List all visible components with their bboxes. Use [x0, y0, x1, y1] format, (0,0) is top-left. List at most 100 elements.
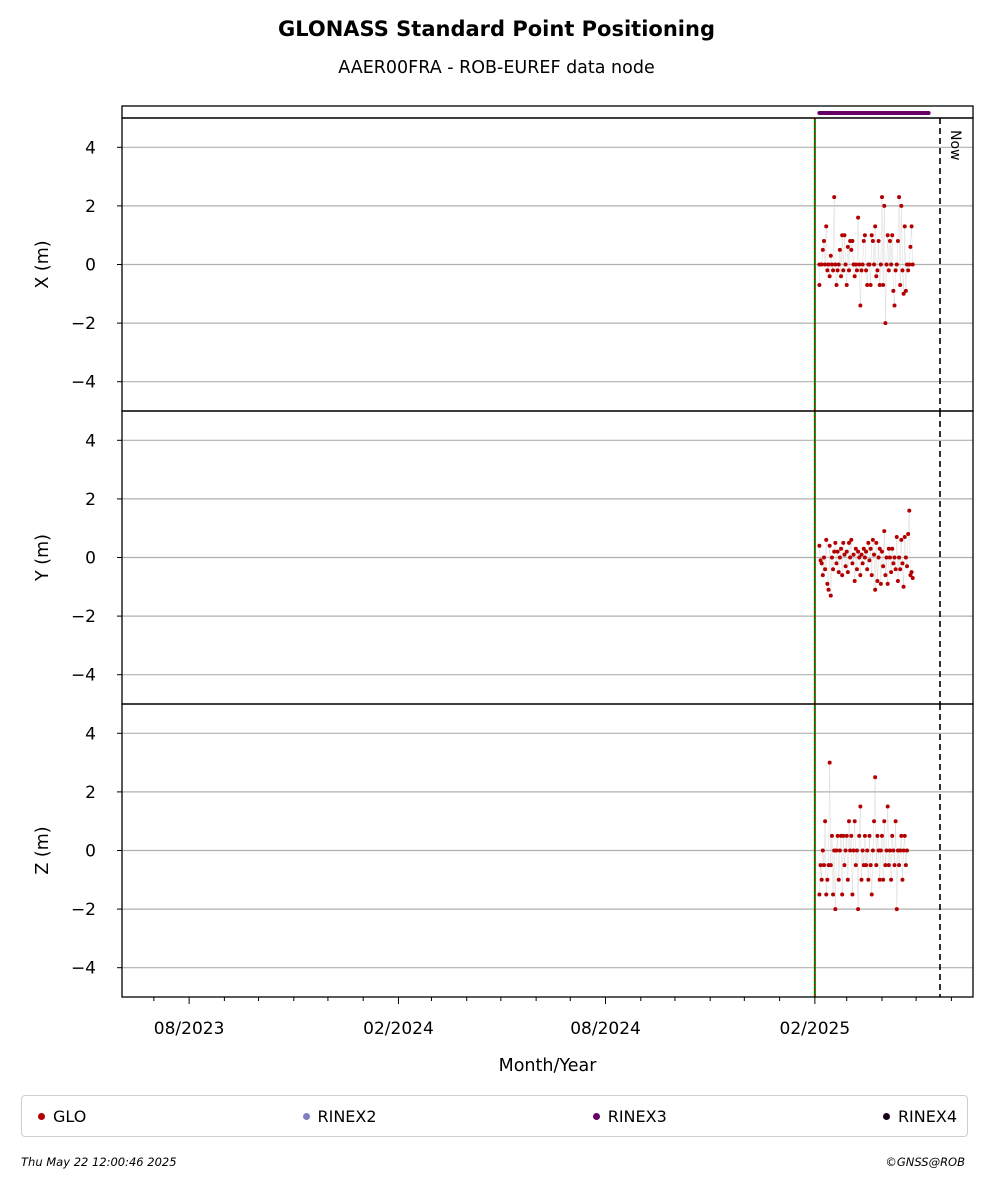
data-point-glo — [883, 321, 888, 326]
data-point-glo — [835, 268, 840, 273]
data-point-glo — [829, 262, 834, 267]
data-point-glo — [834, 283, 839, 288]
data-point-glo — [887, 848, 892, 853]
data-point-glo — [860, 848, 865, 853]
data-point-glo — [829, 555, 834, 560]
data-point-glo — [845, 570, 850, 575]
data-point-glo — [844, 283, 849, 288]
data-point-glo — [902, 534, 907, 539]
data-point-glo — [875, 268, 880, 273]
data-point-glo — [893, 567, 898, 572]
legend-label-glo: GLO — [53, 1106, 87, 1126]
data-point-glo — [873, 775, 878, 780]
data-point-glo — [910, 576, 915, 581]
data-point-glo — [839, 274, 844, 279]
data-point-glo — [831, 892, 836, 897]
data-point-glo — [883, 863, 888, 868]
data-point-glo — [853, 863, 858, 868]
data-point-glo — [833, 262, 838, 267]
data-point-glo — [827, 274, 832, 279]
data-point-glo — [859, 877, 864, 882]
data-point-glo — [837, 555, 842, 560]
data-point-glo — [817, 892, 822, 897]
data-point-glo — [837, 247, 842, 252]
data-point-glo — [864, 268, 869, 273]
data-point-glo — [868, 546, 873, 551]
data-point-glo — [885, 581, 890, 586]
data-point-glo — [892, 555, 897, 560]
data-point-glo — [831, 268, 836, 273]
data-point-glo — [825, 268, 830, 273]
x-tick-label: 02/2025 — [780, 1019, 851, 1039]
legend-item-rinex3: RINEX3 — [592, 1107, 667, 1126]
data-point-glo — [857, 262, 862, 267]
data-point-glo — [832, 195, 837, 200]
data-point-glo — [853, 262, 858, 267]
y-tick-label: −4 — [71, 959, 96, 979]
series-glo-trace — [819, 197, 913, 324]
data-point-glo — [823, 819, 828, 824]
data-point-glo — [858, 804, 863, 809]
data-point-glo — [864, 549, 869, 554]
panel-2: 4 2 0 −2 −4 Y (m) — [33, 410, 974, 705]
data-point-glo — [846, 268, 851, 273]
data-point-glo — [854, 268, 859, 273]
data-point-glo — [859, 552, 864, 557]
data-point-glo — [859, 268, 864, 273]
panel-frame — [121, 703, 974, 998]
data-point-glo — [910, 262, 915, 267]
data-point-glo — [843, 564, 848, 569]
data-point-glo — [874, 540, 879, 545]
data-point-glo — [817, 283, 822, 288]
data-point-glo — [877, 877, 882, 882]
data-point-glo — [844, 833, 849, 838]
data-point-glo — [899, 537, 904, 542]
data-point-glo — [848, 848, 853, 853]
data-point-glo — [899, 833, 904, 838]
data-point-glo — [907, 262, 912, 267]
chart-subtitle: AAER00FRA - ROB-EUREF data node — [338, 58, 655, 78]
data-point-glo — [817, 543, 822, 548]
data-point-glo — [821, 239, 826, 244]
data-point-glo — [821, 555, 826, 560]
data-point-glo — [903, 288, 908, 293]
data-point-glo — [898, 567, 903, 572]
data-point-glo — [897, 555, 902, 560]
data-point-glo — [877, 283, 882, 288]
data-point-glo — [894, 262, 899, 267]
legend: GLO RINEX2 RINEX3 RINEX4 — [21, 1095, 968, 1137]
data-point-glo — [848, 555, 853, 560]
data-point-glo — [872, 819, 877, 824]
data-point-glo — [862, 233, 867, 238]
y-tick-label: −2 — [71, 607, 96, 627]
footer-timestamp: Thu May 22 12:00:46 2025 — [21, 1155, 177, 1169]
data-point-glo — [877, 546, 882, 551]
data-point-glo — [861, 239, 866, 244]
data-point-glo — [865, 848, 870, 853]
data-point-glo — [882, 819, 887, 824]
data-point-glo — [889, 877, 894, 882]
data-point-glo — [841, 268, 846, 273]
data-point-glo — [899, 203, 904, 208]
y-axis-label: Y (m) — [33, 534, 53, 582]
data-point-glo — [890, 833, 895, 838]
data-point-glo — [819, 262, 824, 267]
data-point-glo — [864, 863, 869, 868]
data-point-glo — [866, 540, 871, 545]
data-point-glo — [820, 848, 825, 853]
y-axis-label: X (m) — [33, 240, 53, 288]
legend-item-rinex2: RINEX2 — [302, 1107, 377, 1126]
data-point-glo — [858, 303, 863, 308]
data-point-glo — [835, 833, 840, 838]
data-point-glo — [856, 549, 861, 554]
data-point-glo — [900, 877, 905, 882]
chart-title: GLONASS Standard Point Positioning — [278, 17, 715, 41]
panel-1: 4 2 0 −2 −4 X (m) — [33, 117, 974, 412]
data-point-glo — [878, 848, 883, 853]
data-point-glo — [857, 555, 862, 560]
x-axis-label: Month/Year — [499, 1056, 598, 1076]
data-point-glo — [868, 863, 873, 868]
data-point-glo — [901, 584, 906, 589]
data-point-glo — [846, 819, 851, 824]
data-point-glo — [865, 283, 870, 288]
